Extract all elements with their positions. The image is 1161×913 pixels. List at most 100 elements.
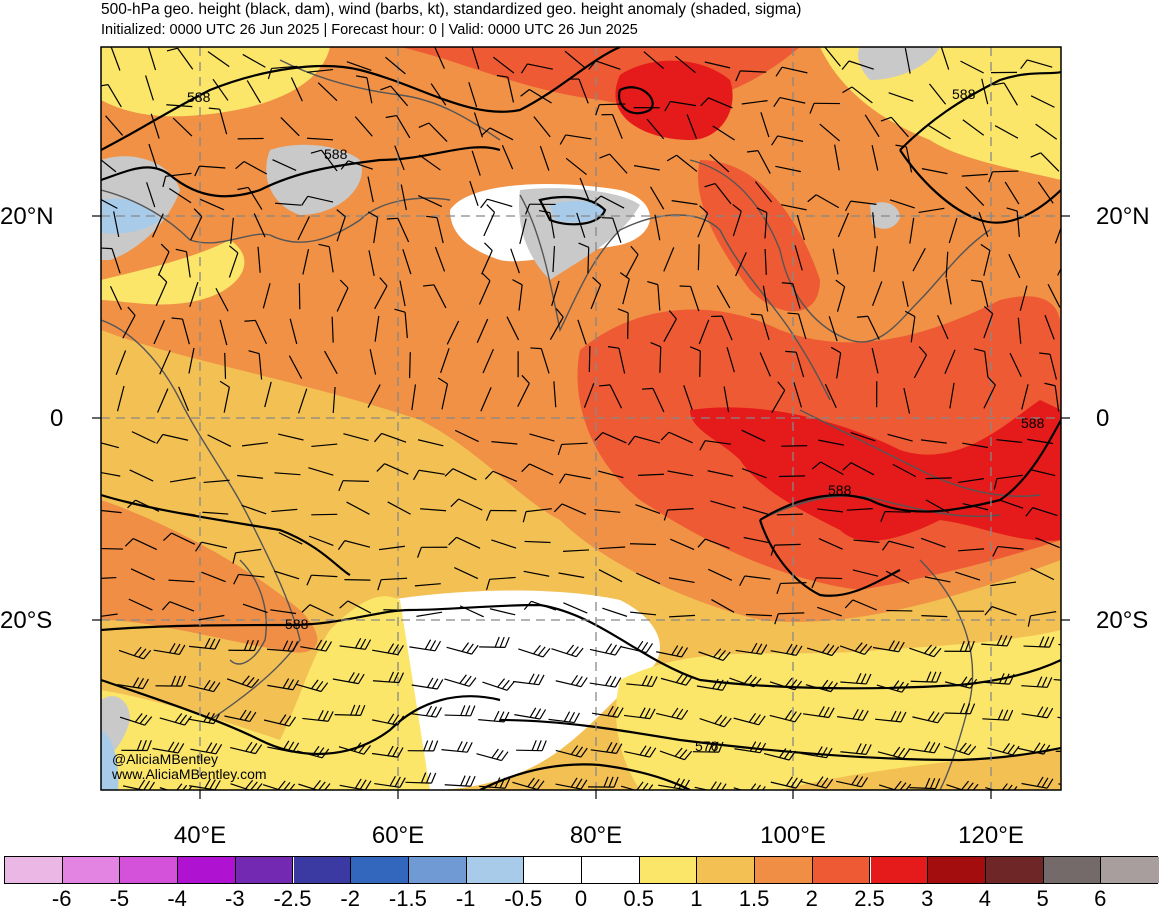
wind-barb bbox=[646, 118, 665, 140]
wind-barb bbox=[842, 86, 873, 104]
wind-barb bbox=[1035, 123, 1058, 140]
wind-barb bbox=[805, 679, 838, 693]
wind-barb bbox=[129, 469, 154, 482]
wind-barb bbox=[871, 347, 879, 374]
colorbar-swatch bbox=[697, 857, 756, 883]
wind-barb bbox=[904, 47, 911, 74]
wind-barb bbox=[386, 217, 410, 243]
wind-barb bbox=[888, 92, 914, 102]
wind-barb bbox=[856, 315, 880, 340]
wind-barb bbox=[444, 775, 476, 787]
wind-barb bbox=[553, 381, 557, 408]
wind-barb bbox=[694, 781, 727, 790]
wind-barb bbox=[155, 273, 168, 307]
lon-label-40e: 40°E bbox=[173, 822, 227, 849]
wind-barb bbox=[663, 508, 694, 521]
wind-barb bbox=[308, 467, 334, 476]
wind-barb bbox=[819, 123, 840, 142]
wind-barb bbox=[958, 478, 985, 484]
wind-barb bbox=[978, 211, 989, 237]
wind-barb bbox=[666, 154, 698, 172]
wind-barb bbox=[1047, 284, 1061, 308]
wind-barb bbox=[1044, 314, 1055, 340]
wind-barb bbox=[448, 536, 481, 549]
wind-barb bbox=[200, 198, 225, 211]
wind-barb bbox=[745, 613, 772, 617]
wind-barb bbox=[589, 643, 622, 656]
wind-barb bbox=[817, 508, 844, 513]
wind-barb bbox=[118, 646, 152, 660]
wind-barb bbox=[840, 743, 872, 755]
wind-barb bbox=[278, 532, 303, 545]
wind-barb bbox=[521, 463, 554, 476]
wind-barb bbox=[266, 640, 299, 652]
wind-barb bbox=[742, 506, 769, 515]
contour-label: 588 bbox=[187, 89, 211, 105]
wind-barb bbox=[619, 272, 630, 305]
wind-barb bbox=[408, 352, 411, 379]
wind-barb bbox=[367, 176, 374, 203]
wind-barb bbox=[924, 576, 951, 583]
wind-barb bbox=[781, 204, 807, 211]
wind-barb bbox=[775, 66, 808, 77]
wind-barb bbox=[156, 433, 189, 445]
wind-barb bbox=[207, 434, 232, 447]
wind-barb bbox=[169, 477, 196, 483]
wind-barb bbox=[589, 675, 622, 688]
wind-barb bbox=[872, 281, 883, 306]
wind-barb bbox=[1021, 676, 1053, 688]
lon-label-80e: 80°E bbox=[569, 822, 623, 849]
wind-barb bbox=[641, 387, 665, 413]
wind-barb bbox=[190, 742, 223, 755]
wind-barb bbox=[998, 499, 1024, 509]
wind-barb bbox=[409, 639, 442, 652]
colorbar-swatch bbox=[524, 857, 582, 883]
wind-barb bbox=[290, 77, 303, 102]
wind-barb bbox=[741, 100, 768, 105]
wind-barb bbox=[1053, 678, 1061, 681]
wind-barb bbox=[873, 246, 878, 273]
wind-barb bbox=[993, 82, 1018, 106]
wind-barb bbox=[818, 538, 843, 550]
wind-barb bbox=[387, 501, 411, 515]
wind-barb bbox=[920, 439, 947, 444]
wind-barb bbox=[1021, 706, 1054, 719]
wind-barb bbox=[483, 204, 496, 237]
wind-barb bbox=[115, 350, 127, 375]
wind-barb bbox=[716, 285, 731, 309]
wind-barb bbox=[369, 349, 377, 375]
wind-barb bbox=[877, 746, 910, 760]
wind-barb bbox=[514, 707, 547, 720]
wind-barb bbox=[793, 382, 803, 408]
wind-barb bbox=[769, 677, 803, 691]
wind-barb bbox=[298, 780, 331, 790]
wind-barb bbox=[219, 319, 228, 346]
wind-barb bbox=[301, 604, 334, 617]
wind-barb bbox=[302, 249, 310, 275]
wind-barb bbox=[697, 244, 700, 271]
wind-barb bbox=[704, 61, 731, 69]
wind-barb bbox=[806, 643, 840, 657]
wind-barb bbox=[530, 347, 550, 374]
colorbar-label: 4 bbox=[978, 886, 992, 911]
wind-barb bbox=[159, 350, 171, 375]
wind-barb bbox=[411, 384, 417, 411]
wind-barb bbox=[371, 745, 404, 758]
wind-barb bbox=[837, 212, 850, 238]
wind-barb bbox=[374, 315, 380, 342]
colorbar-label: 5 bbox=[1036, 886, 1049, 911]
wind-barb bbox=[244, 319, 268, 345]
coastlines bbox=[101, 59, 1041, 790]
wind-barb bbox=[948, 217, 958, 244]
wind-barb bbox=[336, 279, 349, 312]
colorbar bbox=[4, 856, 1159, 884]
wind-barb bbox=[175, 248, 191, 278]
wind-barb bbox=[520, 88, 552, 104]
wind-barb bbox=[479, 777, 511, 789]
wind-barb bbox=[981, 78, 989, 105]
wind-barb bbox=[689, 346, 701, 377]
wind-barb bbox=[208, 107, 228, 135]
wind-barb bbox=[374, 432, 407, 443]
contour-label: 588 bbox=[324, 146, 348, 162]
colorbar-label: 2.5 bbox=[854, 886, 885, 911]
